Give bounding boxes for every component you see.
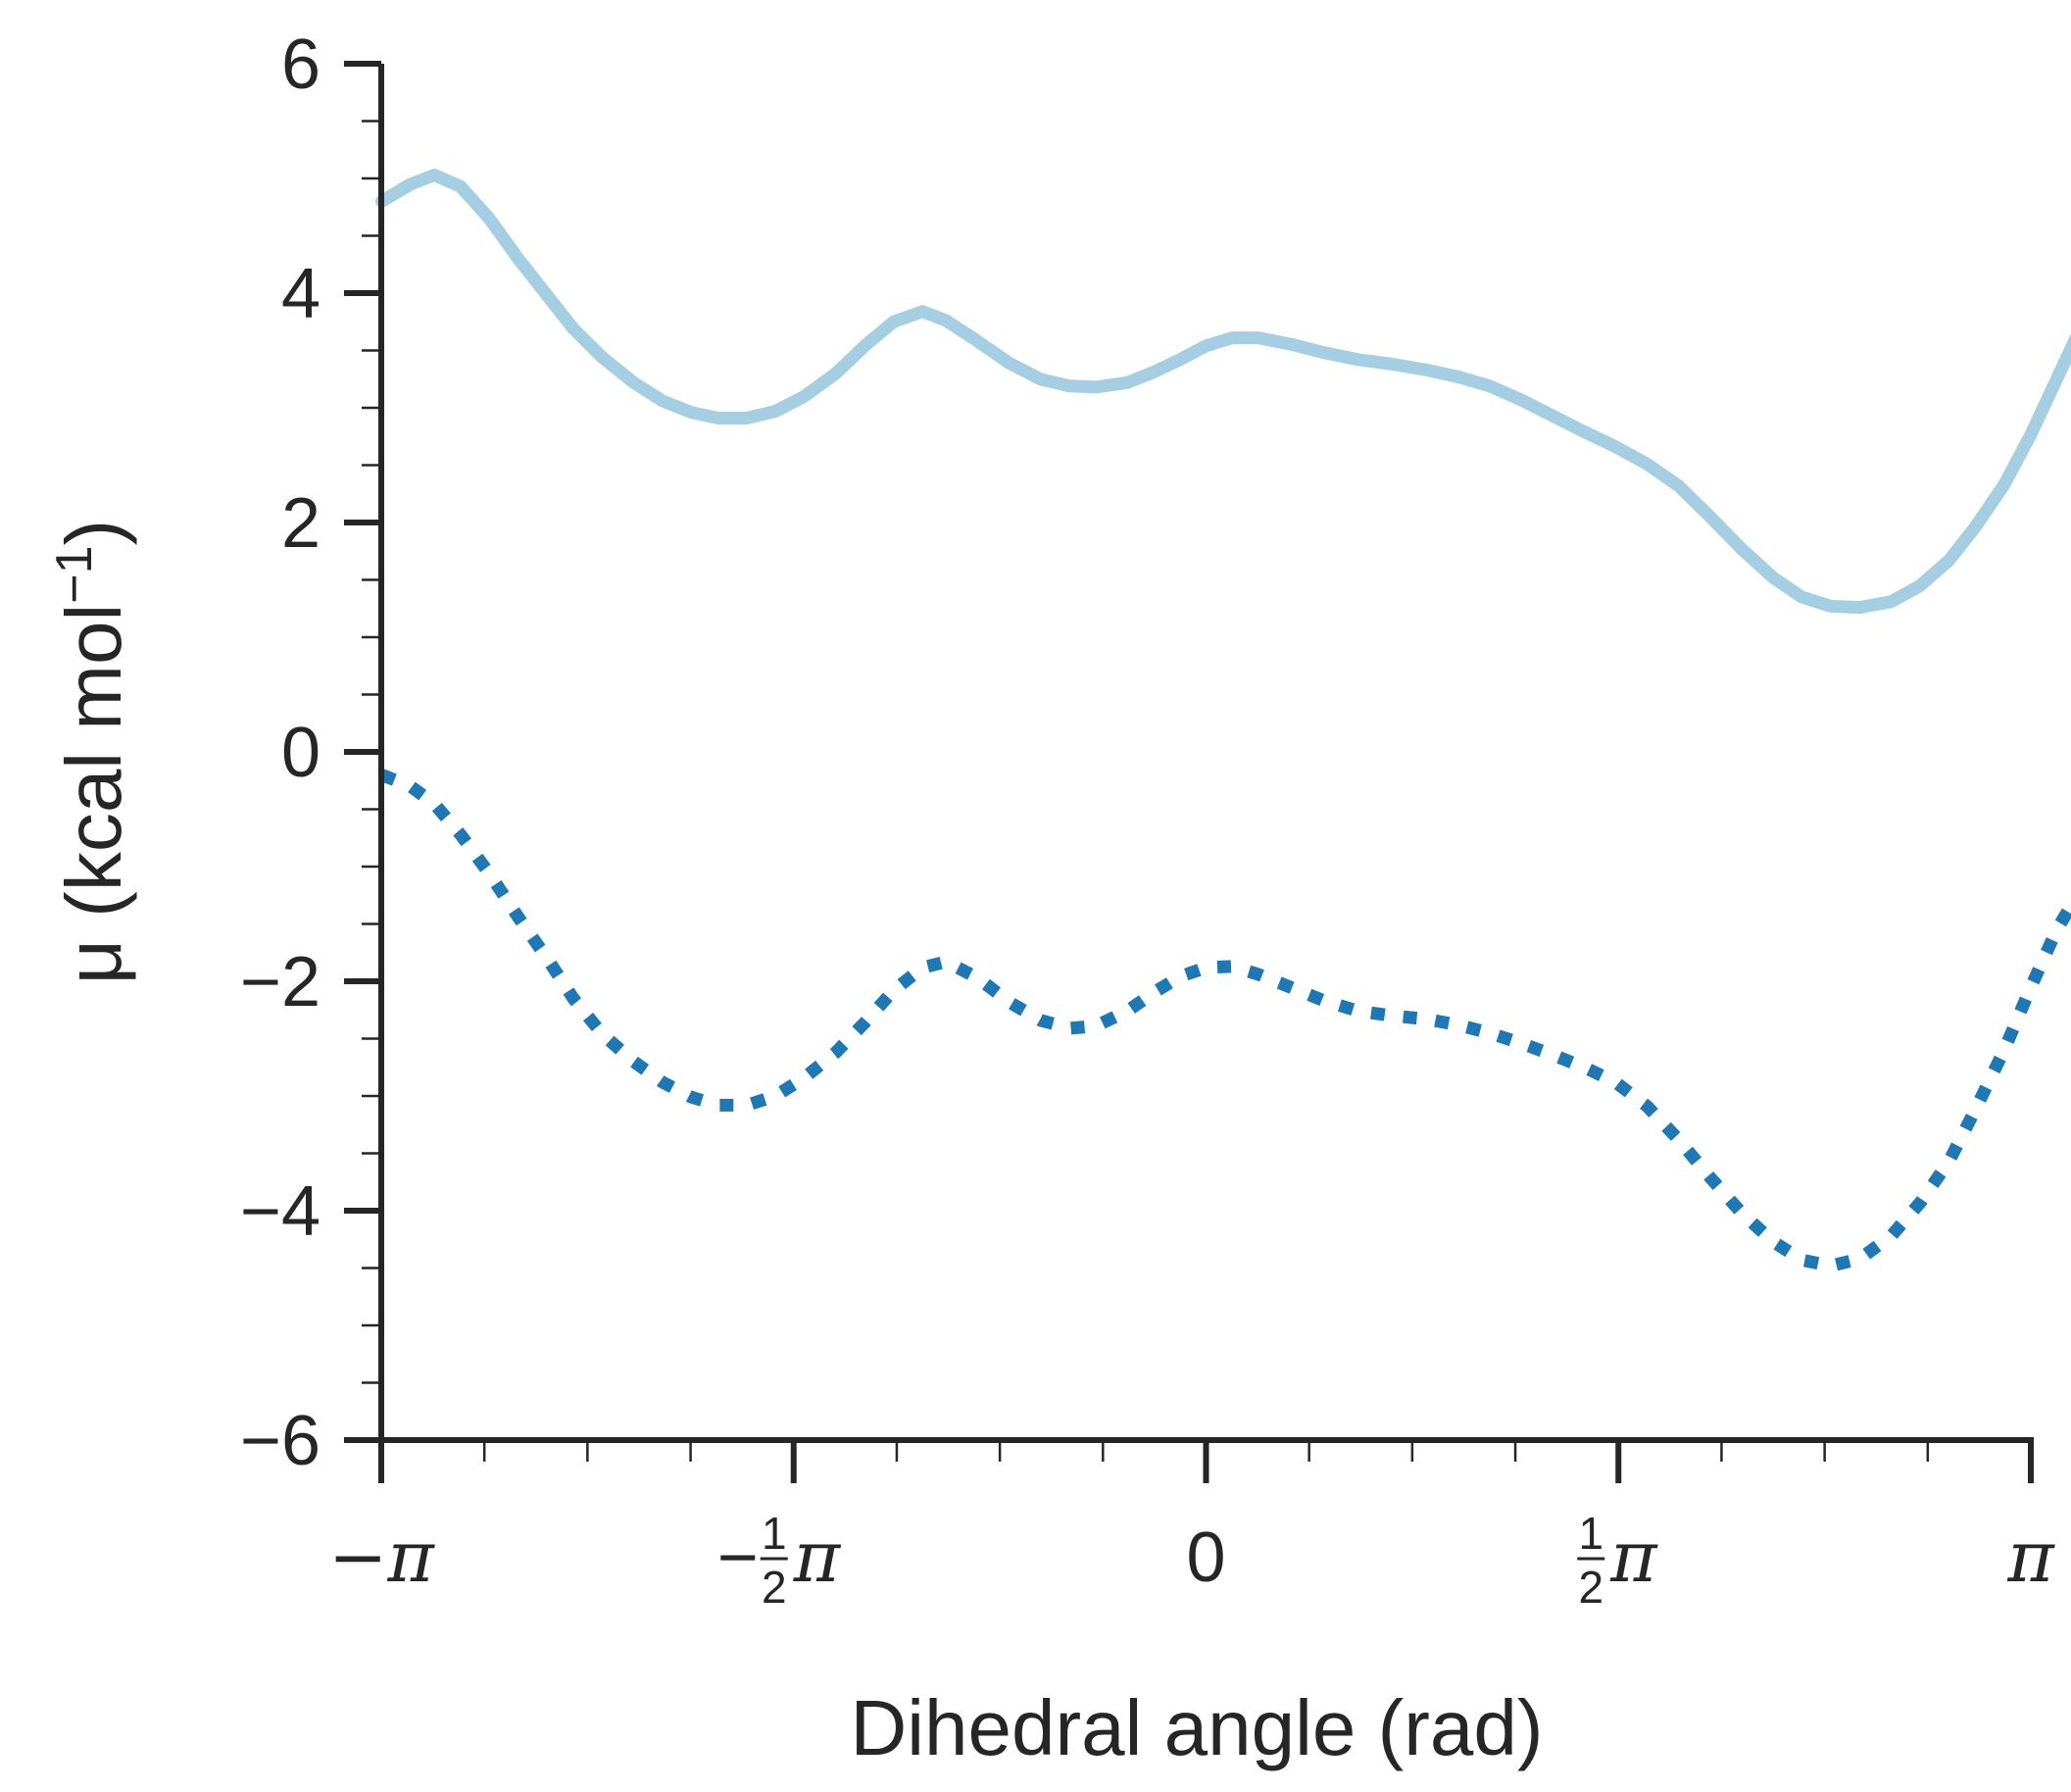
y-tick-label: −6 [240, 1402, 321, 1480]
x-tick-label: π [2006, 1516, 2055, 1598]
x-tick-label-minus: − [717, 1518, 759, 1597]
x-axis-title: Dihedral angle (rad) [850, 1684, 1543, 1771]
y-axis-title-sup: −1 [46, 545, 103, 603]
y-axis-title-main: μ (kcal mol [50, 604, 137, 984]
y-tick-label: 6 [281, 25, 321, 104]
x-tick-label-text: −π [328, 1516, 435, 1598]
y-tick-label: 4 [281, 255, 321, 333]
x-tick-label-denominator: 2 [1578, 1562, 1603, 1613]
x-tick-label: −π [328, 1516, 435, 1598]
x-tick-label-numerator: 1 [1578, 1508, 1603, 1559]
series-line-1 [374, 169, 2071, 615]
x-tick-label: 12 π [1577, 1508, 1658, 1613]
x-tick-label-numerator: 1 [762, 1508, 787, 1559]
y-tick-label: 0 [281, 714, 321, 792]
x-tick-label-text: 0 [1186, 1518, 1225, 1597]
y-tick-label: −2 [240, 943, 321, 1021]
axis-layer [378, 64, 2034, 1443]
x-tick-label-pi: π [793, 1516, 842, 1598]
y-axis-title: μ (kcal mol−1) [46, 520, 137, 984]
series-line-2 [379, 769, 2071, 1272]
y-tick-label: 2 [281, 484, 321, 563]
x-tick-label-text: π [2006, 1516, 2055, 1598]
series-layer [374, 169, 2071, 1272]
x-tick-label-denominator: 2 [762, 1562, 787, 1613]
y-tick-label: −4 [240, 1172, 321, 1251]
x-tick-label: −12 π [717, 1508, 842, 1613]
y-axis-title-close: ) [50, 520, 137, 546]
x-tick-label-pi: π [1609, 1516, 1658, 1598]
x-tick-label: 0 [1186, 1518, 1225, 1597]
